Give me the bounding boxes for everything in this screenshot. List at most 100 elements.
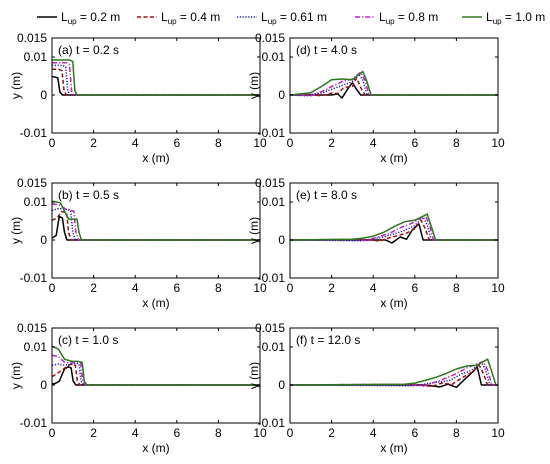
- y-axis-label: y (m): [9, 362, 23, 389]
- x-axis-label: x (m): [142, 296, 169, 310]
- legend-label: Lup = 0.2 m: [61, 10, 120, 26]
- x-tick-label: 0: [287, 426, 294, 440]
- legend-entry: Lup = 0.4 m: [137, 10, 220, 26]
- series-line: [290, 213, 498, 241]
- x-tick-label: 8: [215, 136, 222, 150]
- y-tick-label: -0.01: [258, 271, 286, 285]
- series-line: [52, 210, 260, 241]
- x-tick-label: 8: [453, 426, 460, 440]
- series-line: [290, 82, 498, 99]
- series-group: [52, 345, 260, 386]
- y-tick-label: 0.01: [24, 195, 48, 209]
- x-tick-label: 6: [411, 136, 418, 150]
- series-group: [290, 70, 498, 99]
- series-group: [52, 200, 260, 241]
- x-tick-label: 8: [453, 136, 460, 150]
- y-axis-label: y (m): [247, 362, 261, 389]
- x-tick-label: 10: [491, 136, 505, 150]
- series-line: [290, 77, 498, 97]
- x-tick-label: 6: [173, 136, 180, 150]
- legend-entry: Lup = 0.8 m: [355, 10, 438, 26]
- series-line: [290, 216, 498, 242]
- y-axis-label: y (m): [247, 217, 261, 244]
- y-tick-label: 0.01: [262, 195, 286, 209]
- series-line: [52, 354, 260, 386]
- panel-label: (c) t = 1.0 s: [58, 333, 118, 347]
- x-tick-label: 8: [453, 281, 460, 295]
- x-tick-label: 2: [328, 426, 335, 440]
- x-tick-label: 2: [90, 426, 97, 440]
- legend-entry: Lup = 1.0 m: [462, 10, 545, 26]
- y-tick-label: 0.015: [17, 321, 47, 335]
- y-tick-label: -0.01: [258, 416, 286, 430]
- series-line: [52, 61, 260, 96]
- y-tick-label: 0: [278, 378, 285, 392]
- x-tick-label: 6: [411, 426, 418, 440]
- x-tick-label: 10: [491, 281, 505, 295]
- series-line: [290, 366, 498, 389]
- x-tick-label: 10: [491, 426, 505, 440]
- y-tick-label: 0.01: [262, 340, 286, 354]
- series-line: [52, 203, 260, 241]
- plot-frame: [289, 182, 499, 279]
- series-line: [290, 214, 498, 242]
- series-line: [290, 219, 498, 242]
- x-tick-label: 0: [49, 426, 56, 440]
- series-line: [290, 361, 498, 387]
- series-line: [52, 215, 260, 241]
- series-group: [52, 59, 260, 96]
- series-group: [290, 213, 498, 244]
- legend-entry: Lup = 0.61 m: [237, 10, 327, 26]
- x-axis-label: x (m): [380, 296, 407, 310]
- series-line: [52, 363, 260, 386]
- x-tick-label: 6: [411, 281, 418, 295]
- x-tick-label: 4: [370, 426, 377, 440]
- legend-label: Lup = 0.61 m: [261, 10, 327, 26]
- series-line: [290, 358, 498, 386]
- x-tick-label: 10: [253, 136, 267, 150]
- y-tick-label: 0.01: [24, 50, 48, 64]
- x-tick-label: 8: [215, 281, 222, 295]
- series-group: [290, 358, 498, 389]
- plot-frame: [51, 37, 261, 134]
- x-axis-label: x (m): [380, 151, 407, 165]
- x-tick-label: 6: [173, 426, 180, 440]
- y-tick-label: 0: [40, 233, 47, 247]
- legend-label: Lup = 1.0 m: [486, 10, 545, 26]
- y-tick-label: -0.01: [20, 126, 48, 140]
- y-tick-label: 0.015: [255, 321, 285, 335]
- plot-frame: [51, 182, 261, 279]
- series-line: [290, 70, 498, 96]
- x-tick-label: 10: [253, 281, 267, 295]
- x-axis-label: x (m): [142, 441, 169, 455]
- x-tick-label: 0: [287, 281, 294, 295]
- plot-frame: [289, 37, 499, 134]
- x-tick-label: 8: [215, 426, 222, 440]
- x-tick-label: 10: [253, 426, 267, 440]
- y-tick-label: 0: [40, 378, 47, 392]
- y-tick-label: -0.01: [20, 416, 48, 430]
- x-tick-label: 0: [49, 136, 56, 150]
- x-axis-label: x (m): [380, 441, 407, 455]
- series-line: [52, 362, 260, 386]
- y-tick-label: 0: [278, 88, 285, 102]
- x-tick-label: 0: [49, 281, 56, 295]
- series-line: [52, 68, 260, 96]
- y-tick-label: 0: [278, 233, 285, 247]
- legend-label: Lup = 0.8 m: [379, 10, 438, 26]
- panel-label: (b) t = 0.5 s: [58, 188, 119, 202]
- series-line: [290, 360, 498, 387]
- x-tick-label: 4: [370, 136, 377, 150]
- x-tick-label: 2: [328, 281, 335, 295]
- plot-frame: [51, 327, 261, 424]
- series-line: [52, 208, 260, 241]
- legend-entry: Lup = 0.2 m: [37, 10, 120, 26]
- y-tick-label: 0.01: [24, 340, 48, 354]
- legend: Lup = 0.2 m Lup = 0.4 m Lup = 0.61 m Lup = …: [37, 10, 545, 26]
- x-tick-label: 0: [287, 136, 294, 150]
